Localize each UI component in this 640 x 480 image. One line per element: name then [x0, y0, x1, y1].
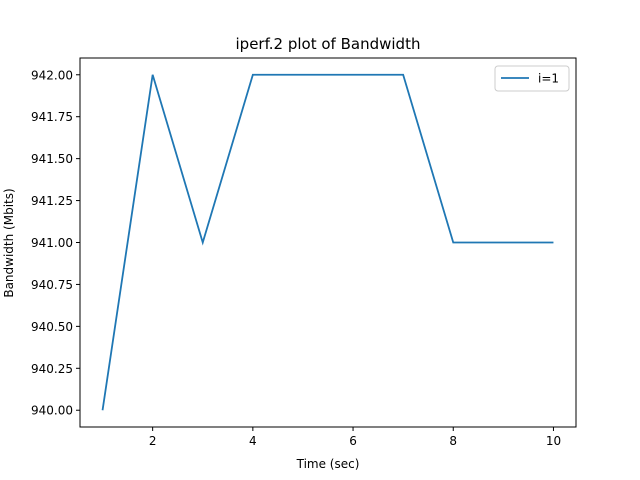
legend-label-i1: i=1 [538, 72, 559, 86]
y-tick-label: 940.50 [31, 320, 73, 334]
chart-title: iperf.2 plot of Bandwidth [236, 35, 421, 53]
y-tick-label: 941.00 [31, 236, 73, 250]
plot-area [101, 73, 554, 411]
x-tick-label: 10 [546, 434, 561, 448]
y-tick-label: 942.00 [31, 68, 73, 82]
legend-frame [494, 65, 570, 92]
y-tick-label: 940.00 [31, 404, 73, 418]
y-tick-label: 941.25 [31, 194, 73, 208]
x-tick-label: 4 [249, 434, 257, 448]
y-tick-label: 940.25 [31, 362, 73, 376]
y-tick-label: 941.50 [31, 152, 73, 166]
x-tick-label: 6 [349, 434, 357, 448]
series-line-1 [101, 73, 554, 411]
y-axis-label: Bandwidth (Mbits) [2, 188, 16, 297]
x-axis-label: Time (sec) [296, 457, 360, 471]
y-tick-label: 941.75 [31, 110, 73, 124]
axes: 2 4 6 8 10 940.00 940.25 940.50 940.75 941.00 941.… [31, 57, 577, 448]
x-tick-label: 8 [449, 434, 457, 448]
x-tick-label: 2 [149, 434, 157, 448]
y-tick-label: 940.75 [31, 278, 73, 292]
legend: i=1 [494, 65, 570, 92]
